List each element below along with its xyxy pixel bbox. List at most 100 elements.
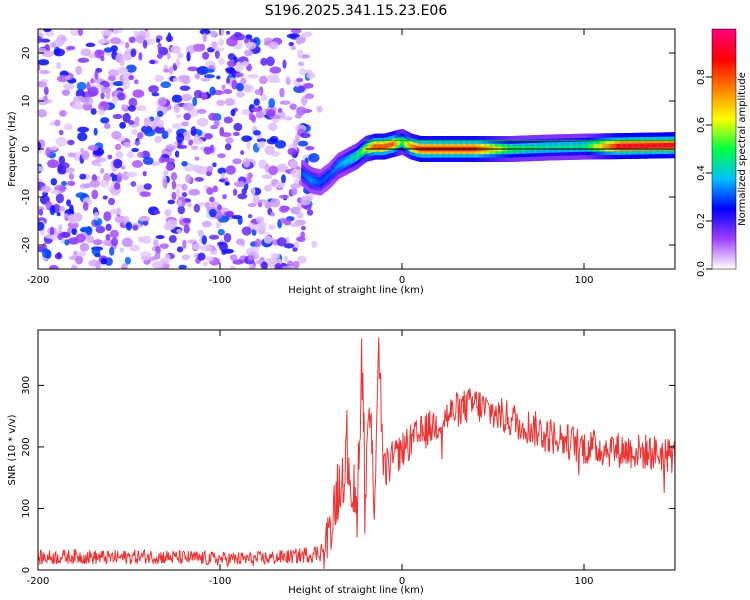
heatmap-noise-cell	[128, 97, 138, 108]
heatmap-noise-cell	[71, 265, 77, 269]
heatmap-noise-cell	[268, 165, 278, 176]
heatmap-noise-cell	[290, 29, 302, 34]
heatmap-noise-cell	[292, 241, 300, 250]
heatmap-noise-cell	[144, 117, 151, 123]
heatmap-noise-cell	[77, 126, 90, 133]
heatmap-noise-cell	[113, 158, 123, 169]
heatmap-noise-cell	[165, 144, 177, 151]
heatmap-noise-cell	[297, 49, 304, 59]
heatmap-noise-cell	[142, 220, 149, 226]
heatmap-noise-cell	[224, 97, 236, 107]
heatmap-noise-cell	[131, 147, 139, 153]
colorbar-tick-label: 0.8	[696, 69, 707, 85]
heatmap-noise-cell	[55, 61, 62, 70]
heatmap-noise-cell	[155, 38, 161, 43]
heatmap-noise-cell	[50, 189, 61, 195]
heatmap-noise-cell	[261, 261, 268, 269]
heatmap-noise-cell	[167, 199, 176, 205]
heatmap-noise-cell	[217, 167, 227, 175]
heatmap-noise-cell	[255, 111, 265, 119]
heatmap-noise-cell	[227, 60, 237, 68]
heatmap-noise-cell	[142, 156, 154, 165]
heatmap-noise-cell	[57, 165, 67, 175]
spectrogram-y-axis-title: Frequency (Hz)	[7, 111, 18, 187]
heatmap-noise-cell	[276, 237, 287, 247]
heatmap-noise-cell	[111, 95, 119, 104]
heatmap-noise-cell	[197, 252, 206, 261]
heatmap-noise-cell	[100, 257, 107, 265]
heatmap-noise-cell	[213, 119, 220, 127]
heatmap-noise-cell	[130, 181, 137, 187]
heatmap-noise-cell	[194, 73, 201, 80]
heatmap-noise-cell	[304, 204, 312, 211]
heatmap-noise-cell	[300, 231, 306, 239]
heatmap-noise-cell	[126, 151, 135, 159]
heatmap-noise-cell	[74, 255, 83, 265]
heatmap-noise-cell	[38, 64, 41, 71]
heatmap-noise-cell	[93, 127, 98, 136]
heatmap-noise-cell	[122, 79, 130, 90]
heatmap-noise-cell	[49, 234, 59, 240]
heatmap-noise-cell	[158, 157, 166, 164]
heatmap-noise-cell	[69, 204, 74, 214]
heatmap-noise-cell	[258, 159, 267, 169]
heatmap-noise-cell	[308, 152, 320, 163]
heatmap-noise-cell	[111, 130, 122, 140]
heatmap-noise-cell	[80, 48, 92, 57]
heatmap-noise-cell	[188, 139, 194, 146]
heatmap-noise-cell	[209, 196, 215, 203]
heatmap-noise-cell	[48, 264, 59, 269]
heatmap-noise-cell	[112, 80, 125, 87]
heatmap-noise-cell	[177, 199, 183, 207]
heatmap-noise-cell	[187, 66, 199, 72]
heatmap-noise-cell	[43, 86, 49, 96]
heatmap-noise-cell	[100, 55, 105, 62]
spectrogram-x-tick-label: -200	[27, 275, 50, 286]
heatmap-noise-cell	[209, 30, 218, 38]
heatmap-noise-cell	[96, 162, 102, 168]
heatmap-noise-cell	[94, 70, 99, 80]
heatmap-noise-cell	[166, 52, 171, 60]
heatmap-noise-cell	[117, 92, 125, 101]
heatmap-noise-cell	[108, 197, 116, 206]
heatmap-noise-cell	[279, 87, 285, 98]
heatmap-noise-cell	[76, 81, 87, 91]
heatmap-noise-cell	[153, 210, 161, 215]
spectrogram-y-tick-label: -20	[21, 237, 32, 253]
colorbar-tick-label: 0.4	[696, 165, 707, 181]
heatmap-noise-cell	[170, 45, 181, 54]
heatmap-noise-cell	[196, 117, 209, 127]
snr-x-tick-label: -100	[209, 576, 232, 587]
heatmap-noise-cell	[217, 153, 226, 159]
heatmap-noise-cell	[280, 174, 286, 184]
heatmap-noise-cell	[109, 208, 118, 215]
heatmap-noise-cell	[220, 132, 232, 138]
heatmap-noise-cell	[299, 132, 311, 139]
heatmap-noise-cell	[127, 105, 136, 112]
heatmap-noise-cell	[181, 121, 189, 127]
heatmap-noise-cell	[168, 66, 174, 75]
heatmap-noise-cell	[121, 75, 130, 81]
heatmap-noise-cell	[62, 83, 75, 90]
heatmap-noise-cell	[206, 187, 214, 195]
heatmap-noise-cell	[209, 86, 216, 96]
heatmap-noise-cell	[122, 112, 131, 123]
heatmap-noise-cell	[140, 150, 151, 159]
heatmap-noise-cell	[277, 107, 283, 113]
heatmap-noise-cell	[138, 236, 144, 243]
heatmap-noise-cell	[109, 246, 115, 256]
snr-x-tick-label: 0	[399, 576, 405, 587]
heatmap-marks	[38, 29, 675, 269]
heatmap-noise-cell	[225, 165, 236, 175]
heatmap-noise-cell	[181, 183, 188, 191]
heatmap-noise-cell	[232, 188, 238, 196]
heatmap-noise-cell	[276, 163, 289, 173]
heatmap-noise-cell	[196, 108, 207, 114]
heatmap-ridge-cell	[673, 142, 675, 148]
heatmap-noise-cell	[254, 89, 262, 96]
snr-y-ticks: 0 100 200 300	[21, 376, 675, 573]
heatmap-noise-cell	[87, 144, 99, 151]
heatmap-noise-cell	[171, 180, 177, 190]
snr-y-tick-label: 200	[21, 437, 32, 456]
heatmap-noise-cell	[46, 159, 59, 169]
